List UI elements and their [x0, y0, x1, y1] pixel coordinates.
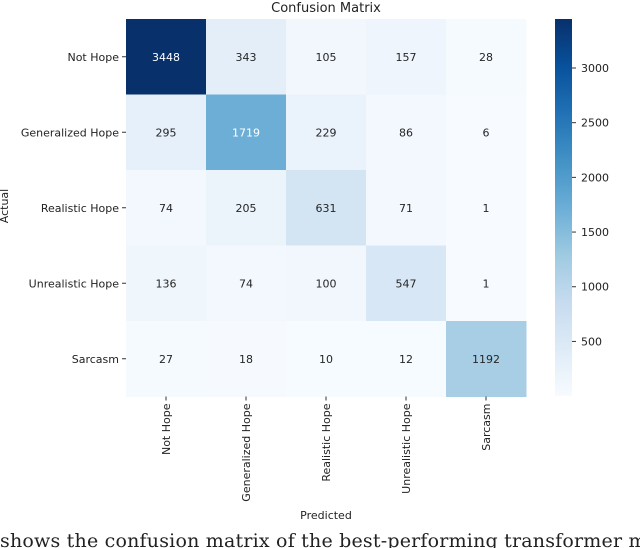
colorbar-tick-label: 1500	[581, 226, 609, 239]
confusion-matrix-chart: Confusion Matrix 3448 343 105 157 28 295 1719 2…	[0, 1, 609, 522]
figure-caption: shows the confusion matrix of the best-p…	[0, 530, 640, 548]
heatmap-cell	[206, 245, 287, 322]
y-tick-label: Generalized Hope	[21, 126, 119, 139]
cell-value-label: 10	[319, 353, 333, 366]
x-tick-label: Sarcasm	[480, 404, 493, 451]
heatmap-cell	[206, 94, 287, 171]
y-tick-label: Not Hope	[67, 51, 119, 64]
heatmap-cell	[126, 170, 207, 246]
cell-value-label: 547	[396, 277, 417, 290]
colorbar-tick-label: 500	[581, 335, 602, 348]
cell-value-label: 6	[483, 126, 490, 139]
heatmap-cell	[206, 170, 287, 246]
heatmap-cell	[206, 321, 287, 397]
cell-value-label: 343	[236, 51, 257, 64]
cell-value-label: 157	[396, 51, 417, 64]
cell-value-label: 74	[239, 277, 253, 290]
cell-value-label: 71	[399, 202, 413, 215]
cell-value-label: 1	[483, 202, 490, 215]
colorbar-tick-label: 1000	[581, 281, 609, 294]
row-labels: Not Hope Generalized Hope Realistic Hope Un…	[21, 51, 126, 366]
cell-value-label: 18	[239, 353, 253, 366]
y-tick-label: Unrealistic Hope	[29, 277, 120, 290]
cell-value-label: 631	[316, 202, 337, 215]
heatmap-cell	[286, 170, 367, 246]
heatmap-cell	[126, 19, 207, 95]
cell-value-label: 86	[399, 126, 413, 139]
cell-value-label: 1719	[232, 126, 260, 139]
cell-value-label: 205	[236, 202, 257, 215]
cell-value-label: 74	[159, 202, 173, 215]
x-axis-label: Predicted	[300, 509, 352, 522]
heatmap-cell	[446, 19, 527, 95]
heatmap-cell	[286, 321, 367, 397]
heatmap-cell	[446, 170, 527, 246]
colorbar-tick-label: 3000	[581, 62, 609, 75]
colorbar-tick-label: 2000	[581, 171, 609, 184]
heatmap-cell	[366, 170, 447, 246]
colorbar-gradient	[555, 19, 572, 396]
cell-value-label: 27	[159, 353, 173, 366]
heatmap-cell	[446, 94, 527, 171]
heatmap-cell	[446, 321, 527, 397]
heatmap-cell	[446, 245, 527, 322]
heatmap-cell	[206, 19, 287, 95]
x-tick-label: Generalized Hope	[240, 403, 253, 501]
heatmap-cell	[126, 321, 207, 397]
chart-title: Confusion Matrix	[271, 1, 381, 16]
heatmap-cell	[286, 245, 367, 322]
x-tick-label: Not Hope	[160, 403, 173, 455]
cell-value-label: 229	[316, 126, 337, 139]
cell-value-label: 28	[479, 51, 493, 64]
y-axis-label: Actual	[0, 189, 11, 223]
cell-value-label: 105	[316, 51, 337, 64]
heatmap-cell	[366, 321, 447, 397]
heatmap-cell	[366, 245, 447, 322]
cell-value-label: 295	[156, 126, 177, 139]
y-tick-label: Realistic Hope	[41, 202, 119, 215]
cell-value-label: 100	[316, 277, 337, 290]
cell-value-label: 136	[156, 277, 177, 290]
heatmap-cell	[126, 245, 207, 322]
cell-value-label: 12	[399, 353, 413, 366]
colorbar: 500 1000 1500 2000 2500 3000	[555, 19, 609, 396]
heatmap-cell	[366, 19, 447, 95]
heatmap-cell	[366, 94, 447, 171]
x-tick-label: Realistic Hope	[320, 403, 333, 481]
x-tick-label: Unrealistic Hope	[400, 403, 413, 494]
cell-value-label: 3448	[152, 51, 180, 64]
cell-value-label: 1192	[472, 353, 500, 366]
heatmap-cell	[286, 19, 367, 95]
y-tick-label: Sarcasm	[72, 353, 119, 366]
column-labels: Not Hope Generalized Hope Realistic Hope Un…	[160, 396, 493, 502]
colorbar-tick-label: 2500	[581, 117, 609, 130]
heatmap-cell	[126, 94, 207, 171]
heatmap-cell	[286, 94, 367, 171]
cell-value-label: 1	[483, 277, 490, 290]
